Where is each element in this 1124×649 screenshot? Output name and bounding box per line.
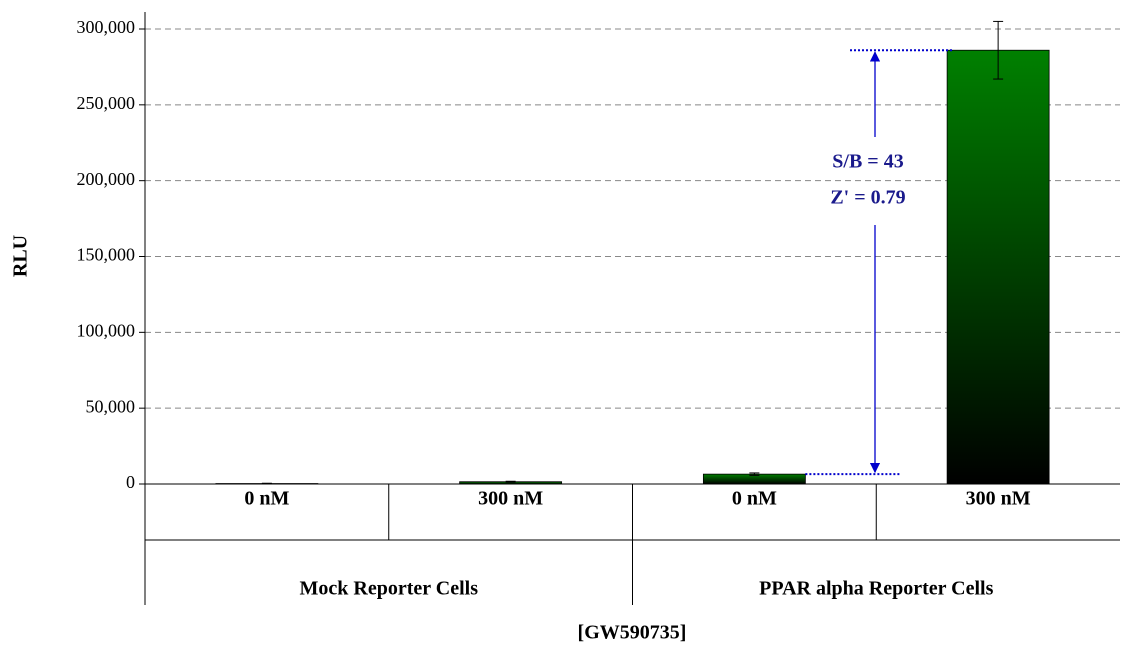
y-tick-label: 200,000 [77, 169, 136, 189]
y-tick-label: 150,000 [77, 245, 136, 265]
y-tick-label: 100,000 [77, 320, 136, 340]
x-tick-label: 0 nM [732, 488, 777, 510]
x-tick-label: 0 nM [244, 488, 289, 510]
annotation: S/B = 43 [832, 151, 903, 173]
x-tick-label: 300 nM [966, 488, 1031, 510]
annotation: Z' = 0.79 [830, 187, 905, 209]
bar [946, 49, 1050, 485]
y-axis-title: RLU [10, 235, 32, 277]
group-label: Mock Reporter Cells [300, 578, 479, 600]
y-tick-label: 50,000 [86, 396, 136, 416]
group-label: PPAR alpha Reporter Cells [759, 578, 993, 600]
y-tick-label: 300,000 [77, 17, 136, 37]
x-axis-title: [GW590735] [578, 622, 687, 644]
x-tick-label: 300 nM [478, 488, 543, 510]
y-tick-label: 0 [126, 472, 135, 492]
y-tick-label: 250,000 [77, 93, 136, 113]
